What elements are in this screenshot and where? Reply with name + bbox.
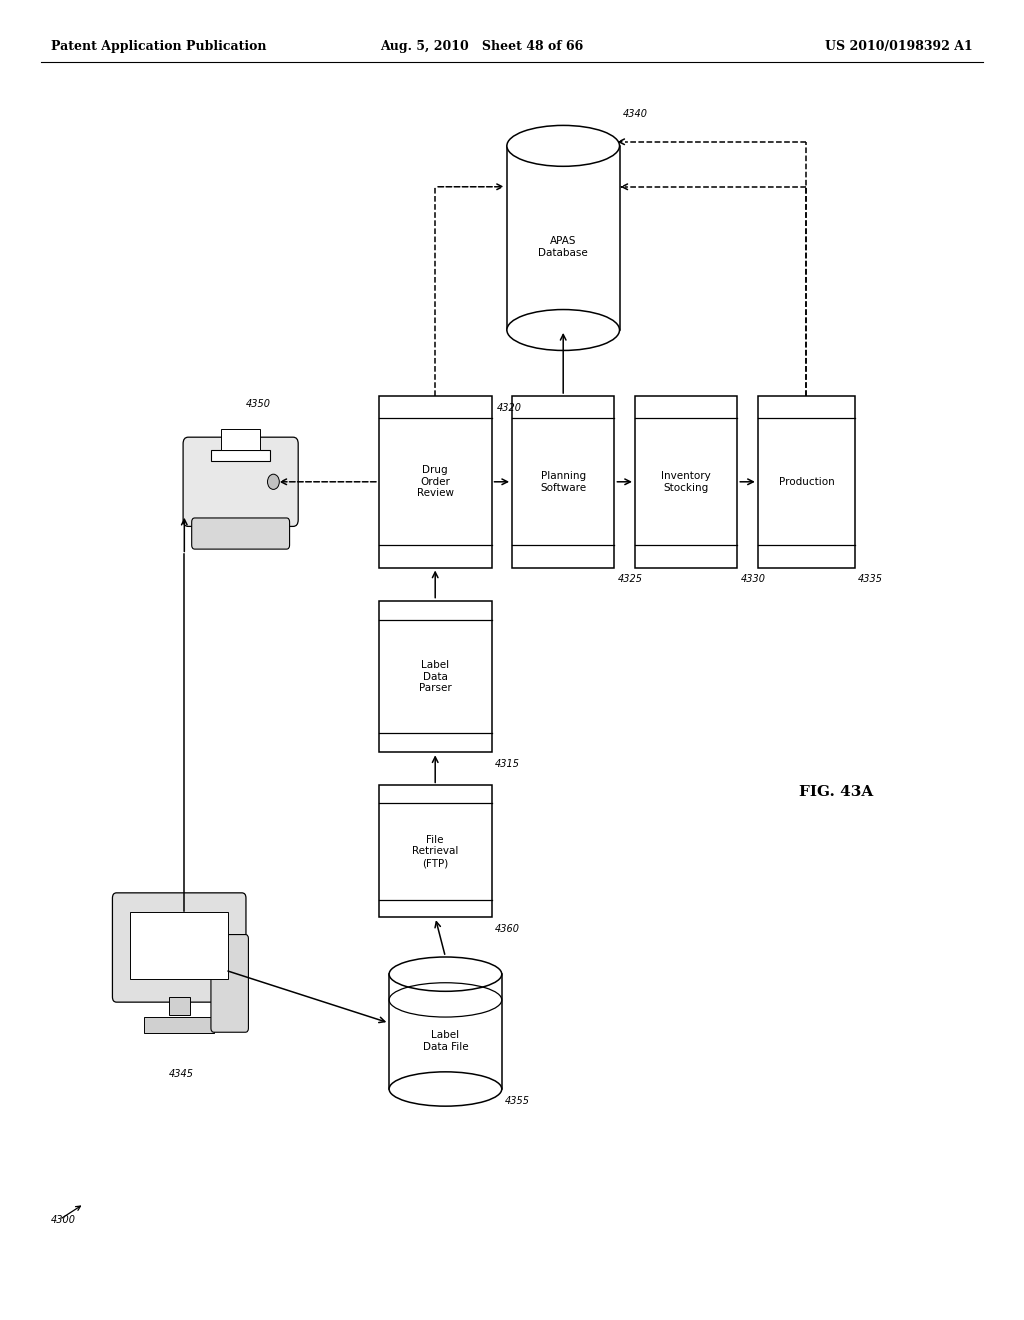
- Text: 4300: 4300: [51, 1214, 76, 1225]
- Text: Inventory
Stocking: Inventory Stocking: [662, 471, 711, 492]
- Text: Production: Production: [778, 477, 835, 487]
- Bar: [758, 396, 855, 568]
- Text: US 2010/0198392 A1: US 2010/0198392 A1: [825, 40, 973, 53]
- FancyBboxPatch shape: [211, 935, 249, 1032]
- Ellipse shape: [507, 309, 620, 351]
- Circle shape: [267, 474, 280, 490]
- Ellipse shape: [389, 957, 502, 991]
- Bar: [635, 396, 737, 568]
- FancyBboxPatch shape: [191, 517, 290, 549]
- Text: 4315: 4315: [495, 759, 519, 770]
- Text: 4350: 4350: [246, 399, 270, 409]
- Text: 4345: 4345: [169, 1069, 194, 1080]
- Ellipse shape: [507, 125, 620, 166]
- Bar: [169, 997, 189, 1015]
- Text: Planning
Software: Planning Software: [540, 471, 587, 492]
- Bar: [507, 147, 620, 330]
- Bar: [379, 785, 492, 917]
- Text: 4325: 4325: [617, 574, 642, 585]
- Text: Drug
Order
Review: Drug Order Review: [417, 465, 454, 499]
- Text: Patent Application Publication: Patent Application Publication: [51, 40, 266, 53]
- Bar: [512, 396, 614, 568]
- Text: FIG. 43A: FIG. 43A: [799, 785, 873, 799]
- Text: Label
Data File: Label Data File: [423, 1030, 468, 1052]
- FancyBboxPatch shape: [113, 892, 246, 1002]
- Text: 4330: 4330: [740, 574, 765, 585]
- Text: 4335: 4335: [858, 574, 883, 585]
- Bar: [379, 601, 492, 752]
- Text: 4355: 4355: [505, 1096, 529, 1106]
- FancyBboxPatch shape: [183, 437, 298, 527]
- Text: 4320: 4320: [497, 403, 521, 413]
- Text: APAS
Database: APAS Database: [539, 236, 588, 257]
- Ellipse shape: [389, 1072, 502, 1106]
- Bar: [389, 974, 502, 1089]
- Bar: [211, 450, 270, 461]
- Text: 4360: 4360: [495, 924, 519, 935]
- Text: Label
Data
Parser: Label Data Parser: [419, 660, 452, 693]
- Bar: [379, 396, 492, 568]
- Bar: [130, 912, 228, 979]
- Text: 4340: 4340: [623, 108, 647, 119]
- Bar: [144, 1016, 214, 1032]
- Text: File
Retrieval
(FTP): File Retrieval (FTP): [412, 834, 459, 869]
- Bar: [221, 429, 260, 450]
- Text: Aug. 5, 2010   Sheet 48 of 66: Aug. 5, 2010 Sheet 48 of 66: [380, 40, 583, 53]
